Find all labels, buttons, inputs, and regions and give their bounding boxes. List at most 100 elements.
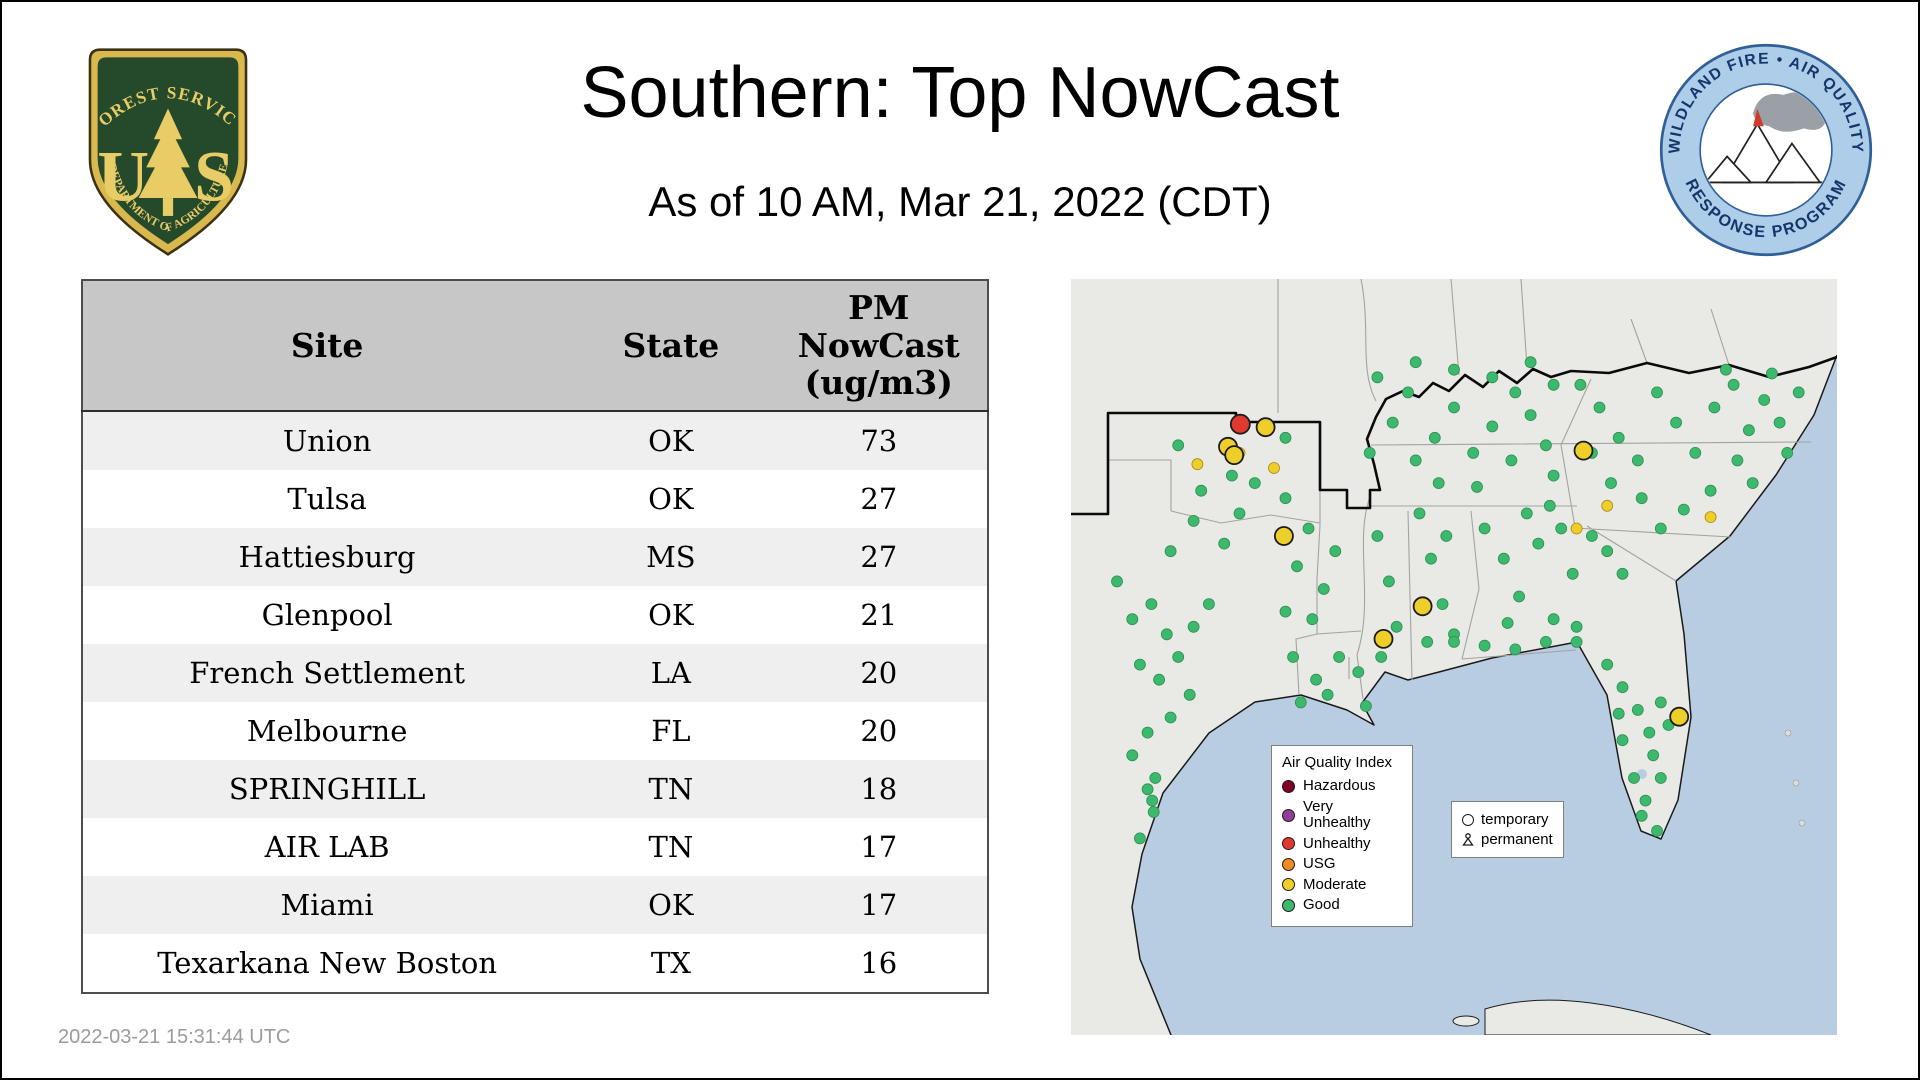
good-site-dot	[1532, 537, 1545, 550]
page-subtitle: As of 10 AM, Mar 21, 2022 (CDT)	[648, 178, 1272, 225]
table-cell: OK	[648, 481, 694, 516]
good-site-dot	[1279, 605, 1292, 618]
fs-letter-u: U	[97, 138, 149, 217]
good-site-dot	[1635, 809, 1648, 822]
permanent-marker-label: permanent	[1481, 831, 1553, 848]
good-site-dot	[1202, 598, 1215, 611]
good-site-dot	[1647, 749, 1660, 762]
good-site-dot	[1631, 454, 1644, 467]
good-site-dot	[1651, 386, 1663, 399]
good-site-dot	[1160, 628, 1173, 641]
good-site-dot	[1731, 454, 1744, 467]
aqi-legend-item: USG	[1282, 855, 1402, 873]
good-site-dot	[1670, 416, 1682, 429]
moderate-site-dot	[1669, 706, 1690, 727]
good-site-dot	[1689, 446, 1702, 459]
forest-service-shield: FOREST SERVICE DEPARTMENT OF AGRICULTURE…	[66, 27, 248, 256]
good-site-dot	[1233, 507, 1246, 520]
table-cell: MS	[646, 539, 696, 574]
aqi-color-swatch	[1282, 837, 1295, 851]
good-site-dot	[1543, 499, 1556, 512]
good-site-dot	[1172, 651, 1185, 663]
table-cell: OK	[648, 597, 694, 632]
table-row: AIR LAB TN 17	[82, 817, 988, 876]
good-site-dot	[1291, 560, 1303, 573]
good-site-dot	[1677, 503, 1690, 516]
coastline	[1131, 354, 1837, 1035]
table-row: Texarkana New Boston TX 16	[82, 933, 988, 993]
table-cell: Tulsa	[287, 481, 367, 516]
good-site-dot	[1720, 363, 1732, 376]
good-site-dot	[1758, 394, 1771, 406]
good-site-dot	[1639, 794, 1652, 807]
table-row: Union OK 73	[82, 410, 988, 470]
good-site-dot	[1279, 431, 1292, 444]
good-site-dot	[1409, 356, 1422, 369]
permanent-marker-icon	[1462, 833, 1474, 846]
good-site-dot	[1509, 643, 1522, 656]
good-site-dot	[1708, 401, 1721, 414]
table-cell: Hattiesburg	[238, 539, 416, 574]
good-site-dot	[1631, 703, 1644, 716]
good-site-dot	[1153, 673, 1165, 686]
good-site-dot	[1187, 620, 1200, 633]
good-site-dot	[1547, 613, 1560, 626]
cuba-island	[1484, 999, 1712, 1035]
table-cell: OK	[648, 423, 694, 458]
good-site-dot	[1547, 469, 1560, 482]
table-cell: AIR LAB	[264, 829, 390, 864]
aqi-legend: Air Quality Index Hazardous Very Unhealth…	[1271, 745, 1413, 927]
moderate-site-dot	[1373, 628, 1394, 649]
aqi-color-swatch	[1282, 808, 1295, 822]
aqi-legend-label: USG	[1303, 855, 1336, 872]
good-site-dot	[1766, 367, 1778, 380]
good-site-dot	[1402, 386, 1414, 399]
good-site-dot	[1225, 469, 1238, 482]
good-site-dot	[1486, 420, 1499, 433]
good-site-dot	[1651, 825, 1663, 837]
marker-type-legend: temporary permanent	[1451, 801, 1564, 858]
good-site-dot	[1352, 666, 1365, 679]
good-site-dot	[1126, 613, 1139, 626]
nowcast-table: Site State PM NowCast (ug/m3) Union OK 73 T…	[81, 279, 989, 994]
good-site-dot	[1306, 613, 1319, 626]
aqi-color-swatch	[1282, 779, 1295, 793]
good-site-dot	[1448, 635, 1460, 648]
map-svg	[1071, 279, 1837, 1035]
good-site-dot	[1497, 552, 1510, 565]
good-site-dot	[1218, 537, 1231, 550]
good-site-dot	[1524, 356, 1537, 369]
table-cell: LA	[650, 655, 691, 690]
unhealthy-site-dot	[1229, 413, 1251, 435]
table-cell: 17	[860, 887, 898, 922]
good-site-dot	[1478, 522, 1491, 535]
good-site-dot	[1509, 386, 1522, 399]
good-site-dot	[1359, 700, 1372, 713]
mountains-icon	[1701, 122, 1831, 184]
good-site-dot	[1513, 590, 1526, 603]
table-cell: 20	[860, 713, 898, 748]
aqi-legend-label: Unhealthy	[1303, 834, 1371, 852]
good-site-dot	[1363, 446, 1376, 459]
good-site-dot	[1147, 806, 1160, 818]
good-site-dot	[1727, 378, 1740, 391]
good-site-dot	[1294, 696, 1307, 709]
table-cell: Miami	[280, 887, 374, 922]
aqi-legend-label: Hazardous	[1303, 777, 1376, 794]
good-site-dot	[1164, 545, 1177, 558]
good-site-dot	[1390, 620, 1403, 633]
good-site-dot	[1781, 446, 1794, 459]
good-site-dot	[1616, 567, 1629, 580]
good-site-dot	[1743, 424, 1755, 437]
aqi-color-swatch	[1282, 898, 1295, 912]
good-site-dot	[1601, 658, 1614, 671]
good-site-dot	[1605, 477, 1617, 490]
good-site-dot	[1570, 635, 1583, 648]
table-row: Miami OK 17	[82, 875, 988, 934]
aqi-legend-item: Moderate	[1282, 876, 1402, 894]
aqi-color-swatch	[1282, 878, 1295, 892]
good-site-dot	[1428, 431, 1441, 444]
aqi-legend-item: Good	[1282, 896, 1402, 914]
good-site-dot	[1539, 635, 1552, 648]
good-site-dot	[1574, 378, 1587, 391]
